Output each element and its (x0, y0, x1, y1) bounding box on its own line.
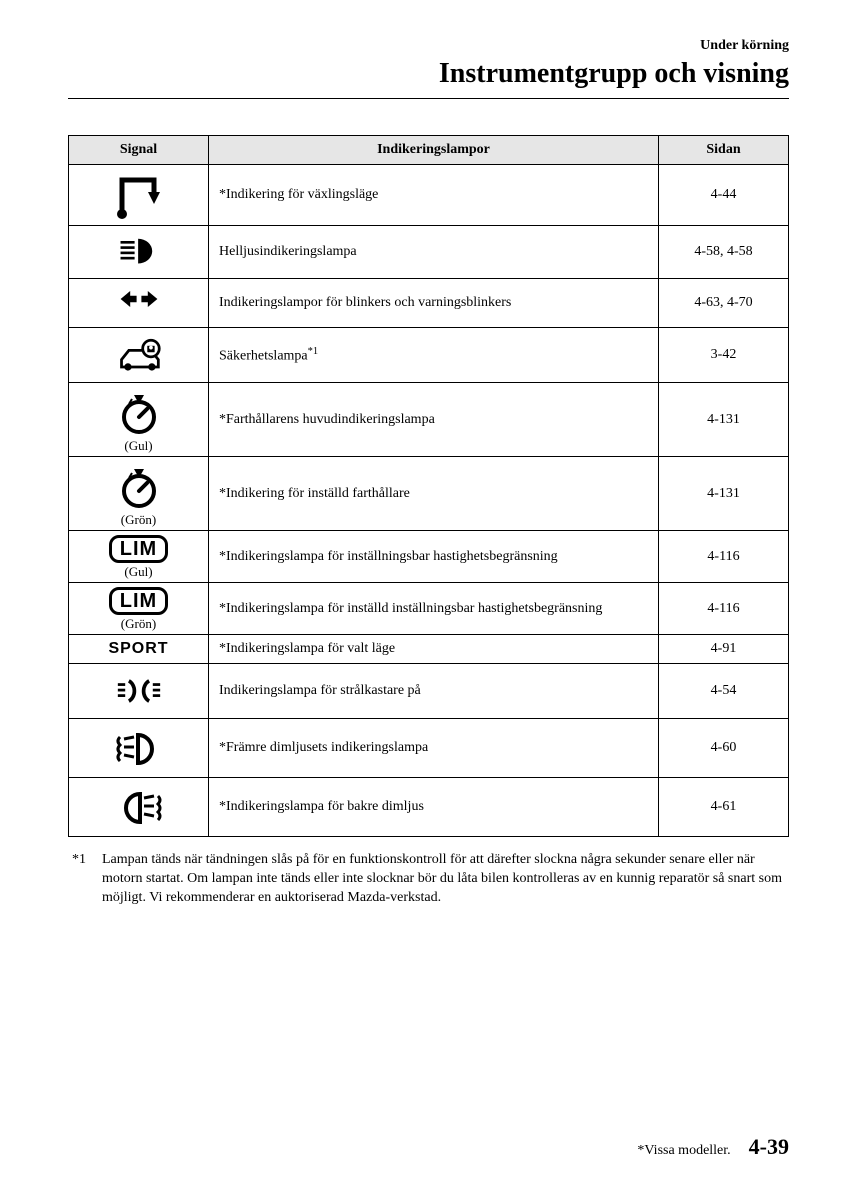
page-cell: 4-131 (659, 383, 789, 457)
col-desc-header: Indikeringslampor (209, 136, 659, 165)
description-cell: *Indikering för växlingsläge (209, 165, 659, 226)
description-cell: Säkerhetslampa*1 (209, 328, 659, 383)
header-rule (68, 98, 789, 99)
page-cell: 4-131 (659, 457, 789, 531)
signal-cell: (Gul) (69, 383, 209, 457)
description-cell: *Indikeringslampa för inställningsbar ha… (209, 531, 659, 583)
col-signal-header: Signal (69, 136, 209, 165)
description-cell: Indikeringslampor för blinkers och varni… (209, 279, 659, 328)
page-cell: 4-60 (659, 719, 789, 778)
page-cell: 3-42 (659, 328, 789, 383)
icon-sublabel: (Gul) (124, 439, 152, 452)
icon-sublabel: (Gul) (124, 565, 152, 578)
page-title: Instrumentgrupp och visning (68, 58, 789, 90)
table-row: LIM (Grön) *Indikeringslampa för inställd … (69, 583, 789, 635)
signal-cell (69, 778, 209, 837)
indicator-table: Signal Indikeringslampor Sidan *Indikeri… (68, 135, 789, 837)
page-cell: 4-91 (659, 635, 789, 664)
icon-sublabel: (Grön) (121, 513, 156, 526)
signal-cell: LIM (Grön) (69, 583, 209, 635)
description-cell: Indikeringslampa för strålkastare på (209, 664, 659, 719)
lim-icon: LIM (109, 535, 168, 563)
cruise-icon (112, 461, 166, 511)
page-cell: 4-63, 4-70 (659, 279, 789, 328)
table-row: SPORT *Indikeringslampa för valt läge4-91 (69, 635, 789, 664)
signal-cell (69, 226, 209, 279)
description-cell: *Främre dimljusets indikeringslampa (209, 719, 659, 778)
footnote: *1 Lampan tänds när tändningen slås på f… (68, 851, 789, 908)
description-cell: *Indikeringslampa för inställd inställni… (209, 583, 659, 635)
table-row: (Gul) *Farthållarens huvudindikeringslamp… (69, 383, 789, 457)
lightson-icon (112, 668, 166, 714)
table-row: Säkerhetslampa*13-42 (69, 328, 789, 383)
table-row: (Grön) *Indikering för inställd farthålla… (69, 457, 789, 531)
table-row: Indikeringslampor för blinkers och varni… (69, 279, 789, 328)
frontfog-icon (112, 723, 166, 773)
col-page-header: Sidan (659, 136, 789, 165)
signal-cell (69, 664, 209, 719)
page-cell: 4-58, 4-58 (659, 226, 789, 279)
table-row: *Främre dimljusets indikeringslampa4-60 (69, 719, 789, 778)
cruise-icon (112, 387, 166, 437)
table-row: LIM (Gul) *Indikeringslampa för inställnin… (69, 531, 789, 583)
rearfog-icon (112, 782, 166, 832)
footer-note: *Vissa modeller. (637, 1143, 730, 1159)
sport-icon: SPORT (108, 641, 168, 657)
page-cell: 4-116 (659, 583, 789, 635)
description-cell: Helljusindikeringslampa (209, 226, 659, 279)
signal-cell (69, 165, 209, 226)
page-cell: 4-61 (659, 778, 789, 837)
footer-page-number: 4-39 (749, 1134, 789, 1160)
table-row: *Indikering för växlingsläge4-44 (69, 165, 789, 226)
signal-cell: LIM (Gul) (69, 531, 209, 583)
description-cell: *Indikeringslampa för valt läge (209, 635, 659, 664)
page-footer: *Vissa modeller. 4-39 (637, 1134, 789, 1160)
table-row: *Indikeringslampa för bakre dimljus4-61 (69, 778, 789, 837)
page-cell: 4-44 (659, 165, 789, 226)
page-cell: 4-116 (659, 531, 789, 583)
shift-icon (112, 169, 166, 221)
footnote-text: Lampan tänds när tändningen slås på för … (102, 851, 785, 908)
lim-icon: LIM (109, 587, 168, 615)
signal-cell (69, 328, 209, 383)
signal-cell: SPORT (69, 635, 209, 664)
icon-sublabel: (Grön) (121, 617, 156, 630)
header-section: Under körning (68, 38, 789, 54)
security-icon (111, 332, 167, 378)
signal-cell (69, 279, 209, 328)
description-cell: *Indikering för inställd farthållare (209, 457, 659, 531)
description-cell: *Indikeringslampa för bakre dimljus (209, 778, 659, 837)
description-cell: *Farthållarens huvudindikeringslampa (209, 383, 659, 457)
table-row: Helljusindikeringslampa4-58, 4-58 (69, 226, 789, 279)
page-cell: 4-54 (659, 664, 789, 719)
signal-cell: (Grön) (69, 457, 209, 531)
table-row: Indikeringslampa för strålkastare på4-54 (69, 664, 789, 719)
turn-icon (112, 283, 166, 323)
footnote-key: *1 (72, 851, 86, 908)
signal-cell (69, 719, 209, 778)
highbeam-icon (112, 230, 166, 274)
